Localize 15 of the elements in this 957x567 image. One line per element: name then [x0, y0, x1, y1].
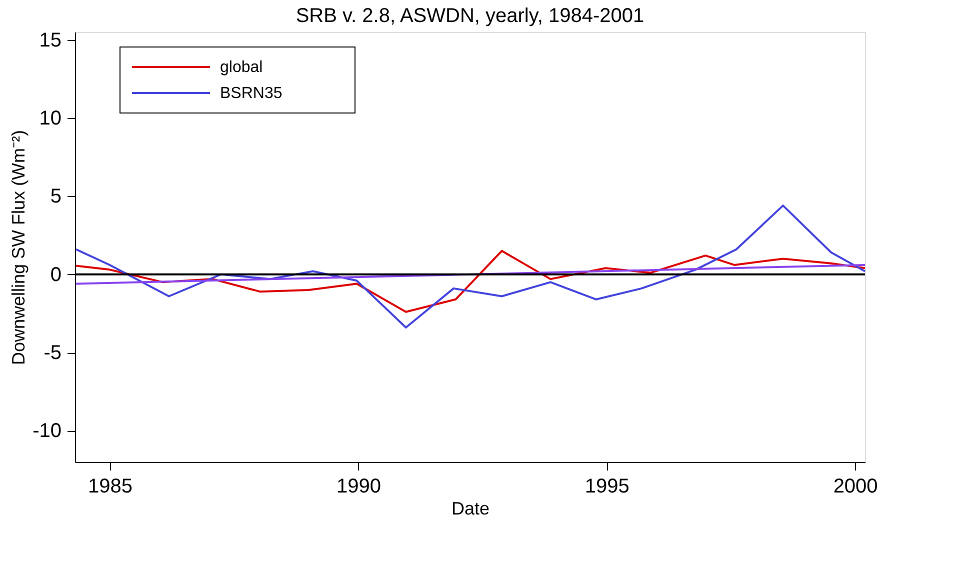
y-tick-label: 10: [39, 108, 62, 130]
y-tick-label: -10: [32, 420, 62, 442]
x-tick-label: 1985: [88, 476, 133, 498]
x-tick-label: 1990: [336, 476, 381, 498]
legend-label: BSRN35: [220, 85, 282, 102]
x-axis-title: Date: [451, 498, 490, 518]
legend-label: global: [220, 59, 263, 76]
y-tick-label: 0: [50, 264, 62, 286]
y-axis-title: Downwelling SW Flux (Wm⁻²): [8, 130, 29, 366]
y-tick-label: -5: [44, 342, 62, 364]
x-tick-label: 2000: [833, 476, 878, 498]
x-tick-label: 1995: [584, 476, 630, 498]
chart-title: SRB v. 2.8, ASWDN, yearly, 1984-2001: [296, 4, 644, 27]
y-tick-label: 5: [50, 186, 62, 208]
y-tick-label: 15: [39, 29, 62, 52]
